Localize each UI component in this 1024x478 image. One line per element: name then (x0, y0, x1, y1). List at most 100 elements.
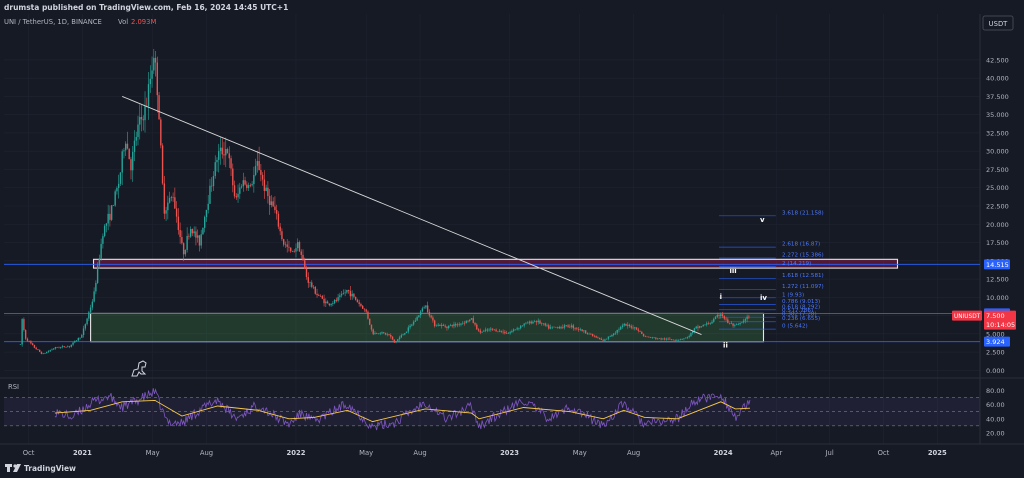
candle-body (430, 315, 432, 318)
candle-body (37, 349, 39, 350)
currency-button[interactable]: USDT (982, 15, 1014, 31)
level-price-label: 3.924 (986, 338, 1005, 346)
fib-level-label: 0.786 (9.013) (782, 299, 820, 305)
candle-body (539, 320, 541, 324)
candle-body (560, 327, 562, 329)
candle-body (288, 246, 290, 248)
time-tick-label: 2025 (928, 449, 947, 457)
time-tick-label: 2024 (714, 449, 733, 457)
candle-body (734, 324, 736, 326)
candle-body (172, 197, 174, 198)
candle-body (676, 340, 678, 341)
candle-body (479, 330, 481, 333)
candle-body (655, 337, 657, 339)
candle-body (198, 235, 201, 246)
fib-level-label: 0 (5.642) (782, 324, 808, 330)
candle-body (518, 328, 520, 329)
time-tick-label: Oct (878, 449, 890, 457)
candle-body (677, 339, 680, 341)
candle-body (541, 323, 543, 325)
candle-body (186, 235, 188, 250)
candle-body (295, 248, 297, 252)
candle-body (163, 183, 166, 214)
candle-body (579, 329, 582, 330)
candle-body (416, 317, 418, 321)
candle-body (221, 147, 223, 155)
level-price-badge (984, 259, 1010, 270)
candle-body (590, 333, 592, 335)
candle-body (219, 147, 222, 152)
candle-body (395, 341, 397, 343)
candle-body (567, 325, 569, 327)
candle-body (328, 303, 331, 306)
candle-body (662, 338, 664, 340)
candle-body (244, 180, 246, 185)
candle-body (349, 291, 352, 297)
candle-body (718, 315, 720, 316)
candle-body (139, 117, 141, 125)
current-countdown-label: 10:14:05 (986, 321, 1015, 329)
candle-body (161, 145, 164, 184)
candle-body (709, 323, 711, 324)
candle-body (490, 328, 492, 330)
candle-body (648, 336, 650, 338)
candle-body (363, 308, 366, 310)
candle-body (402, 334, 404, 336)
time-tick-label: Aug (413, 449, 426, 457)
candle-body (581, 329, 583, 332)
candle-body (418, 315, 420, 318)
candle-body (293, 251, 295, 252)
price-tick-label: 32.500 (986, 129, 1009, 137)
candle-body (616, 329, 618, 333)
price-tick-label: 0.000 (986, 367, 1005, 375)
candle-body (660, 338, 662, 340)
candle-body (456, 324, 459, 326)
candle-body (70, 344, 72, 347)
candle-body (609, 336, 611, 337)
candle-body (277, 213, 280, 227)
candle-body (321, 296, 324, 299)
candle-body (256, 161, 259, 166)
candle-body (449, 325, 452, 326)
time-axis: Oct 2021 May Aug 2022 May Aug 2023 May Aug 2024 Apr… (23, 449, 947, 457)
candle-body (444, 325, 446, 327)
candle-body (526, 322, 529, 324)
candle-body (337, 297, 339, 301)
price-tick-label: 40.000 (986, 75, 1009, 83)
candle-body (372, 329, 374, 335)
price-tick-label: 2.500 (986, 349, 1005, 357)
candle-body (91, 301, 94, 308)
candle-body (54, 347, 57, 349)
candle-body (446, 326, 448, 328)
candle-body (521, 325, 524, 327)
candle-body (298, 242, 301, 252)
candle-body (634, 327, 636, 329)
candle-body (384, 332, 387, 335)
currency-button-label: USDT (989, 20, 1009, 28)
candle-body (137, 124, 139, 138)
candle-body (618, 329, 620, 331)
candle-body (569, 326, 571, 328)
candle-body (307, 277, 309, 283)
candle-body (597, 337, 599, 339)
candle-body (254, 165, 257, 175)
fib-level-label: 3.618 (21.158) (782, 210, 824, 216)
candle-body (644, 335, 647, 337)
candle-body (188, 235, 190, 237)
candle-body (421, 308, 424, 312)
candle-body (669, 338, 671, 340)
candle-body (683, 338, 685, 339)
candle-body (35, 347, 37, 350)
candle-body (275, 210, 278, 214)
time-tick-label: Apr (770, 449, 782, 457)
candle-body (175, 208, 178, 217)
candle-body (88, 312, 90, 319)
wave-label: i (720, 293, 722, 301)
fib-level-label: 0.5 (7.786) (782, 308, 813, 314)
candle-body (500, 330, 503, 332)
candle-body (103, 225, 106, 237)
descending-trendline (122, 96, 702, 335)
candle-body (286, 244, 288, 247)
fib-level-label: 2.618 (16.87) (782, 242, 820, 248)
